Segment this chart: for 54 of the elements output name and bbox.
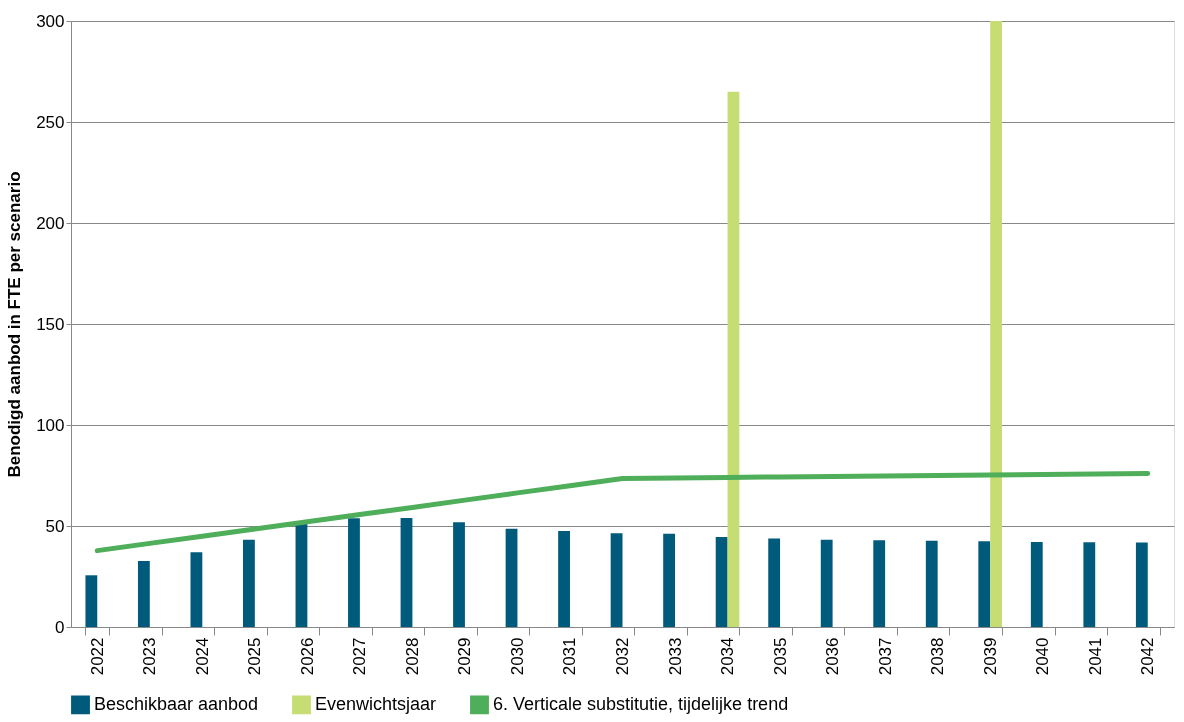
bar	[978, 541, 991, 627]
x-tick-label: 2032	[613, 637, 632, 676]
bar	[1083, 542, 1096, 627]
bar	[727, 91, 740, 627]
x-tick-label: 2038	[928, 637, 948, 676]
x-tick-label: 2039	[980, 637, 1000, 676]
x-tick-label: 2041	[1085, 637, 1105, 676]
bar	[990, 21, 1002, 627]
legend-label: Evenwichtsjaar	[315, 693, 437, 714]
x-tick-label: 2030	[507, 637, 527, 676]
y-tick-label: 200	[36, 213, 65, 233]
bar	[715, 537, 728, 627]
y-tick-label: 0	[55, 617, 65, 637]
x-tick-label: 2035	[770, 637, 790, 676]
bar	[663, 533, 676, 627]
bar	[453, 522, 465, 627]
x-tick-label: 2026	[297, 637, 317, 676]
y-tick-label: 300	[36, 11, 65, 31]
bar	[873, 540, 886, 627]
x-tick-label: 2036	[823, 637, 843, 676]
x-tick-label: 2024	[192, 637, 212, 676]
y-axis-title: Benodigd aanbod in FTE per scenario	[5, 171, 25, 478]
x-tick-label: 2025	[245, 637, 265, 676]
bar	[558, 531, 570, 627]
x-tick-label: 2022	[87, 637, 107, 676]
x-tick-label: 2031	[560, 637, 580, 676]
bar	[820, 539, 833, 627]
x-tick-label: 2033	[665, 637, 685, 676]
bar	[1135, 542, 1148, 627]
y-tick-label: 100	[36, 415, 65, 435]
x-tick-label: 2037	[875, 637, 895, 676]
bar	[348, 518, 360, 627]
x-tick-label: 2023	[140, 637, 160, 676]
bar	[768, 538, 781, 627]
bar	[400, 517, 413, 627]
x-tick-label: 2042	[1138, 637, 1158, 676]
legend-label: 6. Verticale substitutie, tijdelijke trend	[493, 693, 789, 714]
x-tick-label: 2027	[350, 637, 370, 676]
y-tick-label: 250	[36, 112, 65, 132]
y-tick-label: 50	[45, 516, 65, 536]
x-tick-label: 2040	[1033, 637, 1053, 676]
bar	[137, 560, 150, 627]
x-tick-label: 2028	[402, 637, 422, 676]
bar	[85, 575, 98, 627]
bar	[1030, 541, 1043, 627]
bar	[925, 540, 938, 627]
y-tick-label: 150	[36, 314, 65, 334]
bar	[505, 528, 518, 627]
x-tick-label: 2029	[455, 637, 475, 676]
bar	[243, 539, 255, 627]
bar	[190, 552, 203, 627]
bar	[610, 533, 623, 627]
x-tick-label: 2034	[718, 637, 738, 676]
legend-label: Beschikbaar aanbod	[94, 693, 259, 714]
